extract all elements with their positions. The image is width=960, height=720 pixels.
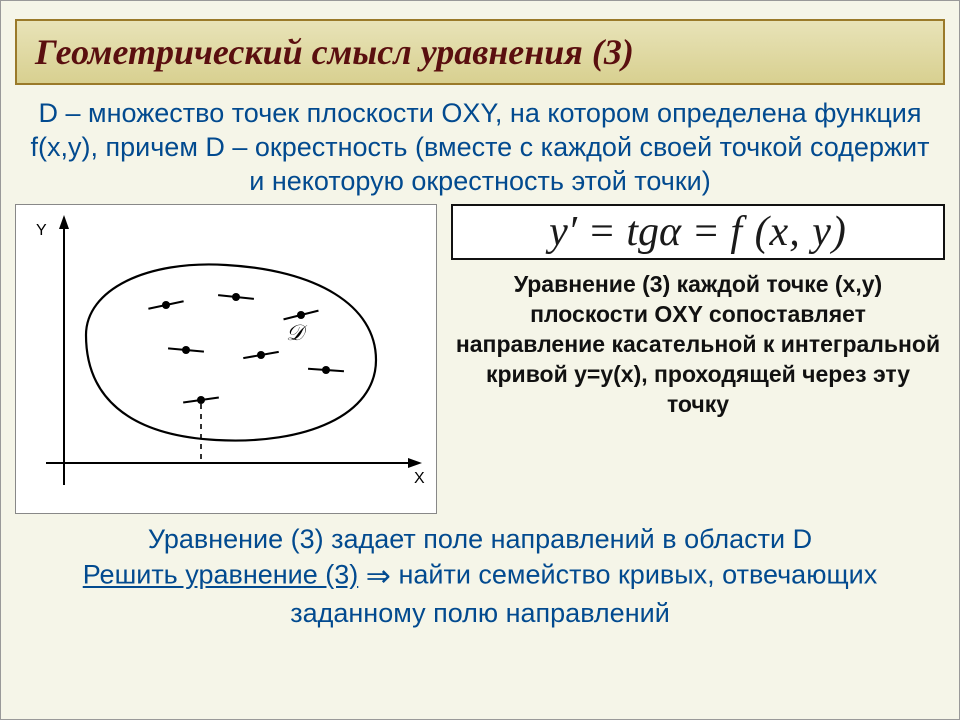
implies-arrow: ⇒ <box>366 560 391 593</box>
solve-link: Решить уравнение (3) <box>83 560 359 590</box>
explanation-text: Уравнение (3) каждой точке (x,y) плоскос… <box>451 270 945 419</box>
formula-eq2: = <box>681 209 730 255</box>
title-bar: Геометрический смысл уравнения (3) <box>15 19 945 85</box>
direction-field-diagram: Y X 𝒟 <box>15 204 437 514</box>
middle-row: Y X 𝒟 y′ = tgα = f (x, y) Уравнение (3) ка… <box>15 204 945 514</box>
formula-alpha: α <box>659 209 681 255</box>
svg-text:Y: Y <box>36 222 47 239</box>
formula-rhs: f (x, y) <box>730 209 846 255</box>
formula-lhs: y′ <box>549 209 577 255</box>
svg-text:𝒟: 𝒟 <box>286 320 308 345</box>
formula-mid: tg <box>626 209 659 255</box>
formula: y′ = tgα = f (x, y) <box>549 209 847 255</box>
bottom-line1: Уравнение (3) задает поле направлений в … <box>148 524 812 554</box>
bottom-text: Уравнение (3) задает поле направлений в … <box>23 522 937 631</box>
right-column: y′ = tgα = f (x, y) Уравнение (3) каждой… <box>451 204 945 419</box>
formula-box: y′ = tgα = f (x, y) <box>451 204 945 260</box>
svg-text:X: X <box>414 470 425 487</box>
page-title: Геометрический смысл уравнения (3) <box>35 31 925 73</box>
formula-eq1: = <box>577 209 626 255</box>
intro-text: D – множество точек плоскости OXY, на ко… <box>21 97 939 198</box>
